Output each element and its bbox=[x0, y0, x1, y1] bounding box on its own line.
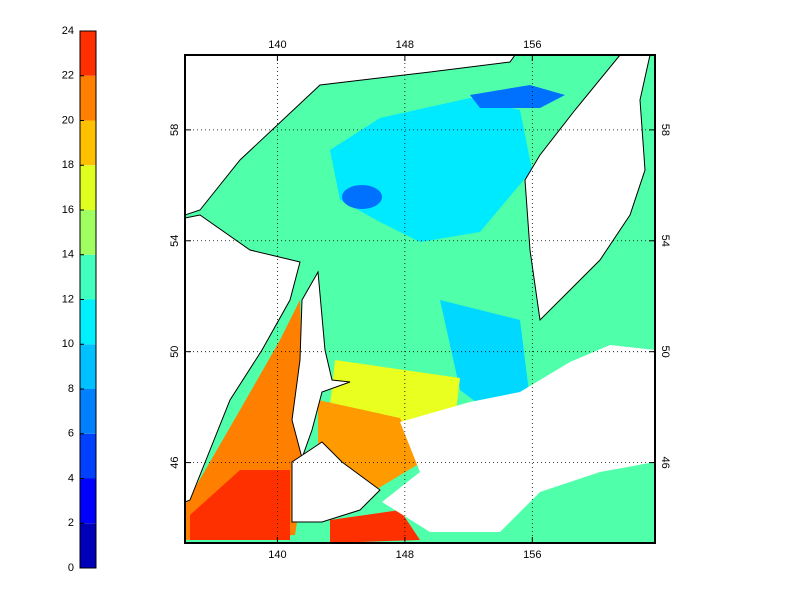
colorbar-tick-label: 24 bbox=[62, 25, 74, 37]
land bbox=[291, 441, 381, 523]
colorbar-tick-label: 6 bbox=[68, 428, 74, 440]
lon-tick-label: 156 bbox=[523, 39, 541, 51]
field-cool bbox=[330, 98, 532, 242]
field-hot bbox=[330, 510, 420, 543]
colorbar-tick-label: 22 bbox=[62, 70, 74, 82]
field-cold bbox=[470, 85, 565, 108]
colorbar-band bbox=[80, 120, 96, 166]
colorbar-tick-label: 2 bbox=[68, 517, 74, 529]
lat-tick-label: 58 bbox=[659, 124, 671, 136]
colorbar-tick-label: 20 bbox=[62, 114, 74, 126]
lon-tick-label: 156 bbox=[523, 549, 541, 561]
colorbar-tick-label: 4 bbox=[68, 472, 74, 484]
lon-tick-label: 140 bbox=[268, 39, 286, 51]
map-axes: 140 140 148 148 156 156 46 46 50 50 54 54 58 58 bbox=[169, 39, 671, 561]
colorbar-band bbox=[80, 523, 96, 568]
colorbar-tick-label: 18 bbox=[62, 159, 74, 171]
lat-tick-label: 46 bbox=[169, 456, 181, 468]
lat-tick-label: 58 bbox=[169, 124, 181, 136]
colorbar-band bbox=[80, 31, 96, 76]
lat-tick-label: 50 bbox=[659, 346, 671, 358]
colorbar-tick-label: 8 bbox=[68, 383, 74, 395]
colorbar-tick-label: 0 bbox=[68, 562, 74, 574]
colorbar-band bbox=[80, 478, 96, 524]
lon-tick-label: 140 bbox=[268, 549, 286, 561]
colorbar-band bbox=[80, 389, 96, 434]
colorbar-tick-label: 14 bbox=[62, 249, 74, 261]
land bbox=[185, 214, 301, 503]
temperature-field bbox=[185, 55, 655, 543]
lon-tick-label: 148 bbox=[396, 549, 414, 561]
lat-tick-label: 54 bbox=[659, 235, 671, 247]
colorbar-band bbox=[80, 75, 96, 121]
colorbar-band bbox=[80, 165, 96, 210]
lat-tick-label: 50 bbox=[169, 346, 181, 358]
field-cool bbox=[440, 300, 530, 420]
cloud-mask bbox=[382, 345, 655, 532]
colorbar-band bbox=[80, 299, 96, 345]
colorbar-tick-label: 10 bbox=[62, 338, 74, 350]
lat-tick-label: 46 bbox=[659, 456, 671, 468]
colorbar-tick-label: 16 bbox=[62, 204, 74, 216]
map-frame bbox=[184, 54, 656, 544]
colorbar-band bbox=[80, 344, 96, 389]
colorbar-band bbox=[80, 210, 96, 255]
lat-tick-label: 54 bbox=[169, 235, 181, 247]
colorbar-band bbox=[80, 433, 96, 479]
field-hot bbox=[190, 470, 290, 540]
colorbar-band bbox=[80, 254, 96, 300]
colorbar-tick-label: 12 bbox=[62, 293, 74, 305]
land bbox=[524, 55, 651, 322]
land bbox=[291, 270, 351, 460]
field-cold bbox=[342, 185, 382, 209]
lon-tick-label: 148 bbox=[396, 39, 414, 51]
land bbox=[185, 55, 516, 216]
